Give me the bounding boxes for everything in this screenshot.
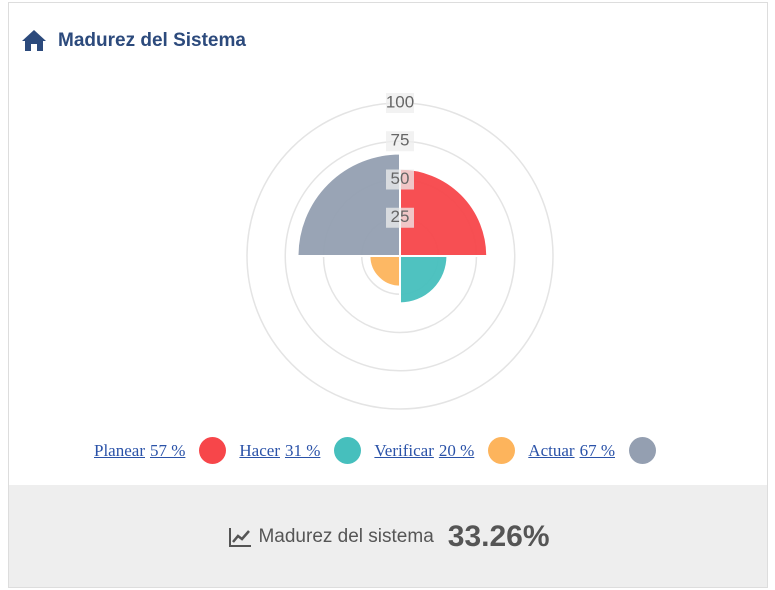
legend-item: Planear 57 %: [94, 437, 227, 464]
legend-item: Actuar 67 %: [528, 437, 656, 464]
card-title: Madurez del Sistema: [58, 30, 246, 51]
legend-link[interactable]: Planear 57 %: [94, 441, 185, 461]
legend-name[interactable]: Actuar: [528, 440, 575, 460]
legend-item: Verificar 20 %: [374, 437, 516, 464]
legend-value[interactable]: 57 %: [149, 440, 186, 460]
tick-backdrop: [386, 207, 414, 228]
legend-link[interactable]: Verificar 20 %: [374, 441, 474, 461]
legend-value[interactable]: 20 %: [438, 440, 475, 460]
tick-backdrop: [386, 131, 414, 152]
sector: [296, 152, 401, 257]
legend-value[interactable]: 31 %: [284, 440, 321, 460]
legend-name[interactable]: Planear: [94, 440, 145, 460]
sector: [399, 255, 449, 305]
legend-swatch: [488, 437, 516, 464]
plot: 25 50 75 100: [246, 92, 554, 410]
r-tick-label: 25: [391, 207, 410, 226]
r-tick-label: 100: [386, 92, 414, 111]
card: Madurez del Sistema 25 50 75 100 Planear 57 …: [8, 2, 768, 588]
legend-name[interactable]: Verificar: [374, 440, 434, 460]
legend-link[interactable]: Actuar 67 %: [528, 441, 615, 461]
footer: Madurez del sistema 33.26%: [9, 485, 767, 587]
legend-swatch: [199, 437, 227, 464]
legend-swatch: [334, 437, 362, 464]
legend-value[interactable]: 67 %: [579, 440, 615, 460]
home-icon: [22, 30, 46, 51]
legend-item: Hacer 31 %: [239, 437, 362, 464]
legend-swatch: [628, 437, 656, 464]
footer-value: 33.26%: [447, 520, 550, 553]
sector: [368, 255, 401, 288]
legend-name[interactable]: Hacer: [239, 440, 280, 460]
chart: Madurez del Sistema 25 50 75 100: [22, 30, 554, 410]
tick-backdrop: [386, 169, 414, 190]
legend: Planear 57 % Hacer 31 % Verificar 20 % Actuar 6…: [94, 437, 669, 464]
r-tick-label: 75: [391, 131, 410, 150]
footer-label: Madurez del sistema: [258, 526, 434, 547]
legend-link[interactable]: Hacer 31 %: [239, 441, 320, 461]
tick-backdrop: [386, 93, 414, 113]
r-tick-label: 50: [391, 169, 410, 188]
chart-icon: [229, 528, 252, 547]
